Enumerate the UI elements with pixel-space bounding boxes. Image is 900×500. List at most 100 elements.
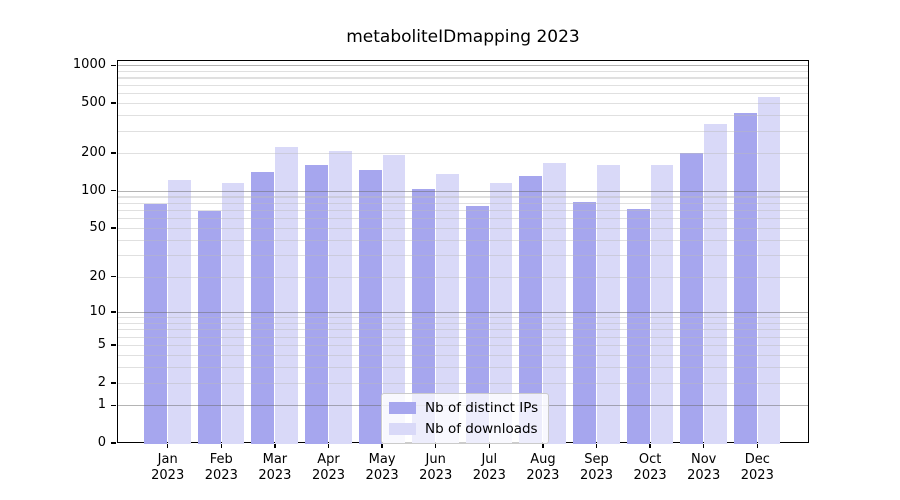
x-tick-label-year: 2023 xyxy=(204,467,238,483)
y-tick-label: 200 xyxy=(81,145,106,161)
y-axis-tick xyxy=(111,275,116,278)
x-tick-label-month: Nov xyxy=(691,452,717,467)
x-tick-label: Aug 2023 xyxy=(513,452,573,483)
legend-swatch-distinct-ips-icon xyxy=(389,401,416,415)
gridline-minor xyxy=(118,130,808,133)
legend-label-downloads: Nb of downloads xyxy=(425,421,538,437)
bar-distinct-ips xyxy=(197,210,221,444)
x-tick-label-month: Oct xyxy=(638,452,662,467)
x-tick-label-month: Feb xyxy=(209,452,233,467)
x-tick-label-year: 2023 xyxy=(579,467,614,483)
bar-distinct-ips xyxy=(465,206,489,444)
bar-distinct-ips xyxy=(626,209,650,444)
y-axis-tick xyxy=(111,102,116,104)
y-axis-tick xyxy=(111,227,116,229)
x-tick-label-year: 2023 xyxy=(687,467,721,483)
gridline-minor xyxy=(118,77,808,79)
x-tick-label-month: Mar xyxy=(262,452,288,467)
bar-downloads xyxy=(704,124,727,444)
x-tick-label-year: 2023 xyxy=(311,467,346,483)
x-tick-label: May 2023 xyxy=(352,452,412,483)
x-axis-tick xyxy=(488,443,490,448)
x-tick-label: Jan 2023 xyxy=(138,452,198,483)
x-tick-label-month: Jan xyxy=(157,452,178,467)
x-tick-label-year: 2023 xyxy=(526,467,560,483)
gridline-major xyxy=(118,311,808,314)
x-tick-label-month: Jun xyxy=(425,452,446,467)
y-axis-tick xyxy=(111,152,116,154)
y-tick-label: 500 xyxy=(81,95,106,111)
gridline-minor xyxy=(118,276,808,278)
plot-area: Nb of distinct IPs Nb of downloads xyxy=(117,60,809,444)
gridline-major xyxy=(118,65,808,67)
gridline-minor xyxy=(118,218,808,220)
x-axis-tick xyxy=(327,443,330,448)
gridline-minor xyxy=(118,84,808,86)
legend-swatch-downloads-icon xyxy=(389,422,416,436)
legend-item-downloads: Nb of downloads xyxy=(389,421,538,437)
y-tick-label: 10 xyxy=(89,303,106,319)
bar-distinct-ips xyxy=(519,175,543,444)
x-axis-tick xyxy=(756,443,758,448)
gridline-minor xyxy=(118,255,808,257)
bar-downloads xyxy=(757,96,781,444)
gridline-minor xyxy=(118,93,808,95)
bar-downloads xyxy=(650,164,674,444)
chart-title: metaboliteIDmapping 2023 xyxy=(346,27,580,47)
x-tick-label: Mar 2023 xyxy=(245,452,305,483)
gridline-minor xyxy=(118,115,808,117)
x-axis-tick xyxy=(435,443,437,448)
y-axis-tick xyxy=(111,344,116,346)
legend: Nb of distinct IPs Nb of downloads xyxy=(381,393,550,444)
x-tick-label-year: 2023 xyxy=(740,467,774,483)
gridline-minor xyxy=(118,336,808,338)
y-tick-label: 0 xyxy=(97,435,106,450)
y-tick-label: 50 xyxy=(89,220,106,236)
y-axis-tick xyxy=(111,382,116,384)
x-axis-tick xyxy=(595,443,598,448)
x-tick-label-month: Apr xyxy=(317,452,340,467)
x-tick-label-month: Aug xyxy=(530,452,556,467)
bar-downloads xyxy=(436,174,459,444)
bar-distinct-ips xyxy=(305,164,328,444)
gridline-minor xyxy=(118,382,808,385)
gridline-minor xyxy=(118,103,808,105)
x-tick-label-month: Sep xyxy=(584,452,609,467)
y-tick-label: 100 xyxy=(81,182,106,198)
bar-distinct-ips xyxy=(358,170,382,444)
x-tick-label-year: 2023 xyxy=(258,467,292,483)
x-tick-label-year: 2023 xyxy=(633,467,667,483)
x-tick-label: Apr 2023 xyxy=(299,452,359,483)
bar-distinct-ips xyxy=(733,112,757,444)
x-tick-label-year: 2023 xyxy=(419,467,453,483)
y-tick-label: 20 xyxy=(89,268,106,284)
x-tick-label-month: Dec xyxy=(744,452,770,467)
y-axis-tick xyxy=(111,442,116,444)
bar-distinct-ips xyxy=(412,188,436,444)
gridline-minor xyxy=(118,153,808,155)
bar-downloads xyxy=(597,164,620,444)
legend-label-distinct-ips: Nb of distinct IPs xyxy=(425,400,539,416)
y-tick-label: 5 xyxy=(97,337,106,353)
gridline-minor xyxy=(118,196,808,198)
bar-distinct-ips xyxy=(573,201,596,444)
gridline-minor xyxy=(118,239,808,242)
x-axis-tick xyxy=(649,443,651,448)
x-axis-tick xyxy=(703,443,705,448)
gridline-minor xyxy=(118,322,808,325)
x-tick-label: Feb 2023 xyxy=(191,452,251,483)
x-axis-tick xyxy=(220,443,222,448)
bar-distinct-ips xyxy=(251,171,275,444)
bar-downloads xyxy=(543,162,566,444)
gridline-minor xyxy=(118,345,808,347)
x-tick-label: Oct 2023 xyxy=(620,452,680,483)
gridline-minor xyxy=(118,228,808,230)
bar-downloads xyxy=(221,182,245,444)
bar-distinct-ips xyxy=(144,204,168,444)
bar-distinct-ips xyxy=(680,153,704,444)
x-tick-label-year: 2023 xyxy=(151,467,185,483)
y-tick-label: 1000 xyxy=(72,57,106,73)
y-axis-tick xyxy=(111,64,116,66)
gridline-minor xyxy=(118,367,808,369)
